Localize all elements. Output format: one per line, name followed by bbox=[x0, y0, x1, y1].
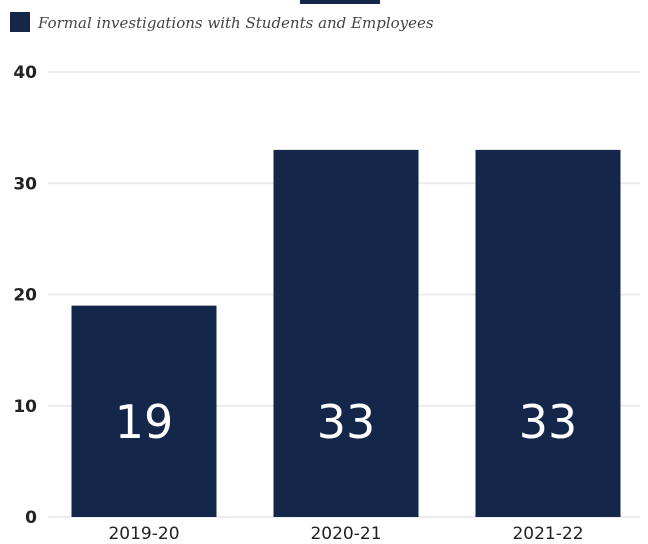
y-axis: 0 10 20 30 40 bbox=[13, 63, 37, 528]
title-partial bbox=[300, 0, 380, 4]
y-tick-label: 40 bbox=[13, 63, 37, 83]
y-tick-label: 0 bbox=[25, 508, 37, 528]
bar-value-label: 19 bbox=[115, 395, 174, 449]
x-tick-label: 2020-21 bbox=[310, 524, 381, 544]
bar-2021-22 bbox=[475, 149, 621, 517]
y-tick-label: 30 bbox=[13, 174, 37, 194]
bar-value-label: 33 bbox=[317, 395, 376, 449]
bar-2020-21 bbox=[273, 149, 419, 517]
legend-swatch bbox=[10, 12, 30, 32]
legend: Formal investigations with Students and … bbox=[10, 12, 434, 32]
bar-value-label: 33 bbox=[519, 395, 578, 449]
bar-2019-20 bbox=[71, 305, 217, 517]
x-tick-label: 2021-22 bbox=[512, 524, 583, 544]
y-tick-label: 20 bbox=[13, 286, 37, 306]
x-axis: 2019-20 2020-21 2021-22 bbox=[108, 524, 583, 544]
bars: 19 33 33 bbox=[71, 149, 621, 517]
y-tick-label: 10 bbox=[13, 397, 37, 417]
legend-label: Formal investigations with Students and … bbox=[37, 14, 434, 32]
x-tick-label: 2019-20 bbox=[108, 524, 179, 544]
